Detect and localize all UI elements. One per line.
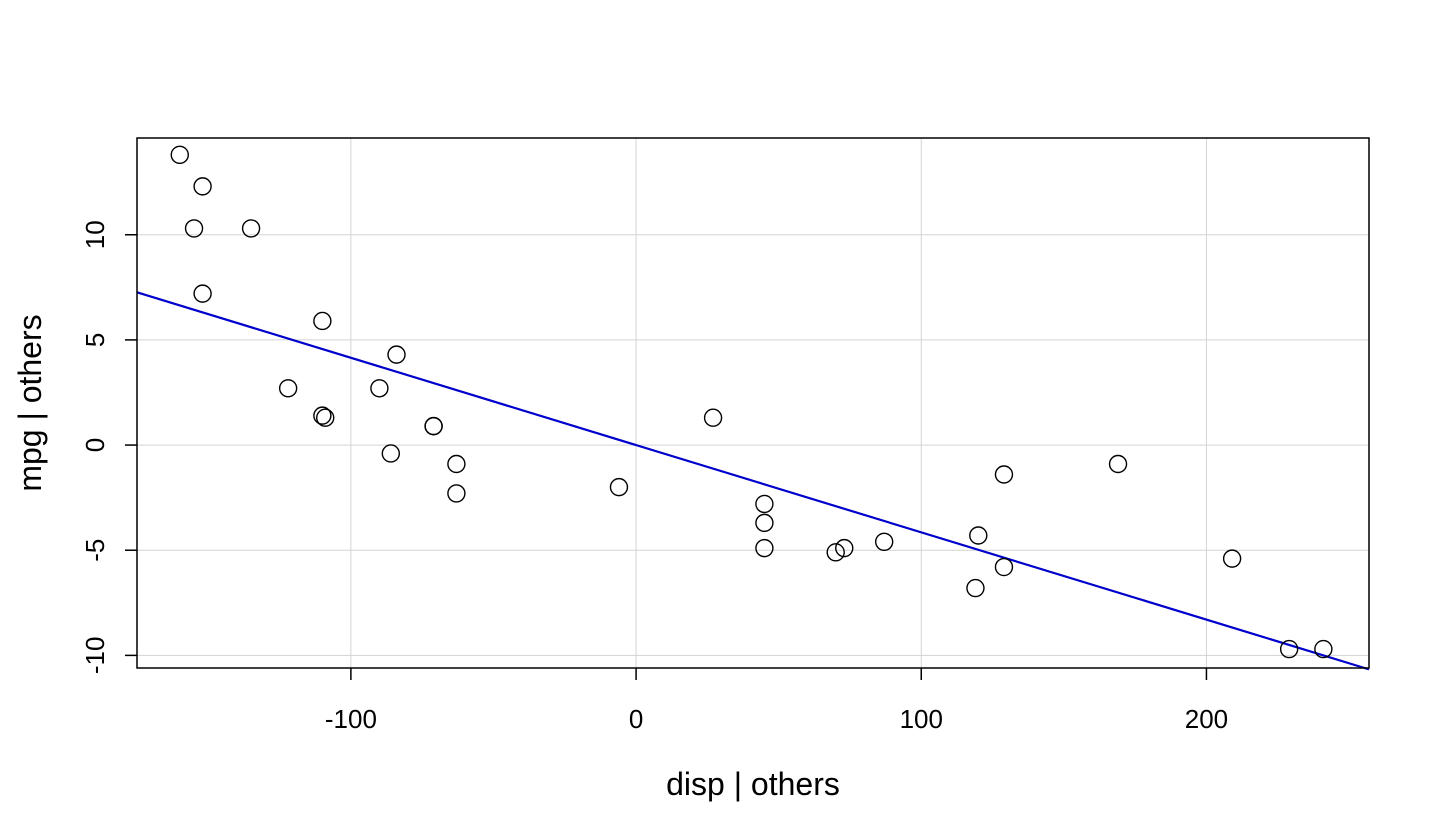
data-point [381,444,401,463]
y-axis-title: mpg | others [12,314,48,491]
y-tick-label: 0 [80,438,110,452]
fit-line-layer [136,291,1370,671]
data-point [193,177,212,196]
data-point [994,557,1014,577]
data-point [313,311,332,331]
data-point [447,454,466,474]
x-tick-label: -100 [325,704,377,734]
data-point [241,219,261,238]
data-point [193,284,212,303]
y-tick-label: 5 [80,333,110,347]
x-tick-label: 200 [1185,704,1228,734]
data-point [994,465,1014,484]
x-axis: -100 0 100 200 [325,668,1228,734]
data-point [1108,454,1128,474]
y-axis: -10 -5 0 5 10 [80,220,137,674]
data-point [184,219,204,238]
data-point [424,416,443,436]
y-tick-label: -10 [80,637,110,675]
data-point [313,406,332,425]
data-point [835,538,854,558]
data-point [387,345,406,364]
data-point [170,145,189,165]
data-point [609,477,629,497]
data-point [370,379,389,398]
data-point [755,494,774,514]
x-tick-label: 100 [900,704,943,734]
data-point [755,513,774,533]
y-tick-label: 10 [80,220,110,249]
data-point [874,532,894,552]
data-point [755,538,774,558]
data-point [1222,549,1242,568]
data-point [969,526,988,545]
data-point [316,408,335,427]
data-point [278,379,298,398]
plot-frame [136,137,1370,669]
x-axis-title: disp | others [666,766,840,802]
data-point [966,578,985,598]
data-point [1279,639,1299,659]
data-point [1314,639,1333,659]
data-point [703,408,723,427]
points-layer [170,145,1333,659]
data-point [826,543,845,562]
grid-lines [137,138,1369,668]
y-tick-label: -5 [80,539,110,562]
regression-line [136,291,1370,671]
data-point [447,484,466,503]
x-tick-label: 0 [629,704,643,734]
